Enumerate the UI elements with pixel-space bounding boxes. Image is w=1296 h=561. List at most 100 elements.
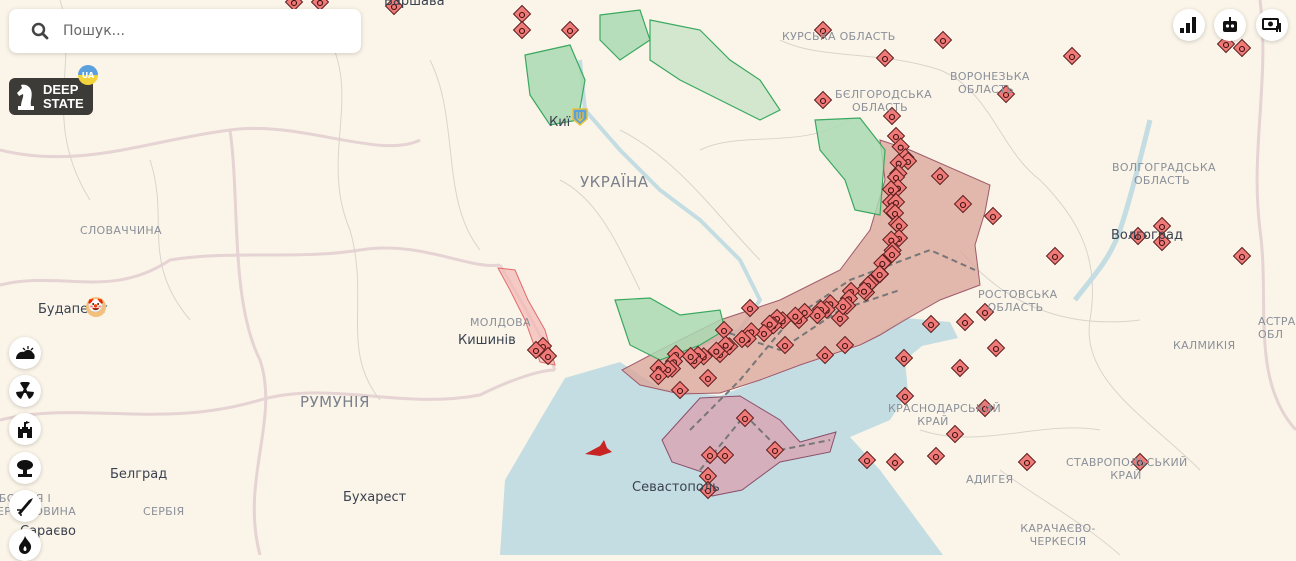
- search-bar[interactable]: [9, 9, 361, 53]
- strike-marker[interactable]: [950, 358, 970, 378]
- strike-marker[interactable]: [889, 153, 908, 172]
- fire-layer-button[interactable]: [9, 529, 41, 561]
- fortification-layer-button[interactable]: [9, 413, 41, 445]
- ua-language-badge[interactable]: UA: [78, 65, 98, 85]
- strike-marker[interactable]: [889, 216, 909, 235]
- strike-marker[interactable]: [698, 466, 718, 486]
- strike-marker[interactable]: [1130, 452, 1150, 472]
- bomb-icon: [900, 355, 908, 363]
- bomb-icon: [860, 288, 868, 295]
- strike-marker[interactable]: [384, 0, 404, 16]
- strike-marker[interactable]: [700, 445, 720, 465]
- strike-marker[interactable]: [1128, 226, 1148, 246]
- strike-marker[interactable]: [1152, 216, 1172, 236]
- bomb-icon: [1136, 459, 1144, 467]
- strike-marker[interactable]: [882, 230, 901, 249]
- strike-marker[interactable]: [560, 20, 580, 40]
- bomb-icon: [939, 37, 947, 45]
- statistics-button[interactable]: [1173, 9, 1205, 41]
- bomb-icon: [1068, 53, 1076, 61]
- strike-marker[interactable]: [808, 305, 827, 325]
- missile-layer-button[interactable]: [9, 490, 41, 522]
- strike-marker[interactable]: [310, 0, 330, 12]
- city-label: Киї: [549, 115, 571, 130]
- strike-marker[interactable]: [1017, 452, 1037, 472]
- strike-marker[interactable]: [1045, 246, 1065, 266]
- strike-marker[interactable]: [1152, 232, 1172, 252]
- strike-marker[interactable]: [996, 84, 1016, 104]
- strike-marker[interactable]: [813, 20, 833, 40]
- bomb-icon: [1238, 253, 1246, 261]
- strike-marker[interactable]: [698, 368, 718, 388]
- bomb-icon: [936, 173, 944, 181]
- strike-marker[interactable]: [698, 480, 718, 500]
- radiation-layer-button[interactable]: [9, 375, 41, 407]
- strike-marker[interactable]: [953, 194, 973, 214]
- strike-marker[interactable]: [857, 450, 877, 470]
- weather-layer-button[interactable]: [9, 337, 41, 369]
- strike-marker[interactable]: [714, 320, 734, 340]
- strike-marker[interactable]: [284, 0, 304, 12]
- region-label: РОСТОВСЬКА ОБЛАСТЬ: [978, 288, 1058, 314]
- region-label: ВОЛГОГРАДСЬКА ОБЛАСТЬ: [1112, 161, 1216, 187]
- strike-marker[interactable]: [945, 424, 965, 444]
- strike-marker[interactable]: [775, 335, 795, 355]
- bomb-icon: [290, 0, 298, 7]
- donate-button[interactable]: [1256, 9, 1288, 41]
- bomb-icon: [741, 415, 749, 423]
- strike-marker[interactable]: [882, 244, 902, 264]
- search-input[interactable]: [61, 22, 345, 40]
- strike-marker[interactable]: [975, 302, 995, 322]
- strike-marker[interactable]: [833, 296, 853, 316]
- strike-marker[interactable]: [740, 298, 760, 318]
- strike-marker[interactable]: [882, 106, 902, 126]
- bomb-icon: [792, 313, 799, 320]
- bomb-icon: [532, 347, 540, 355]
- strike-marker[interactable]: [735, 408, 755, 428]
- strike-marker[interactable]: [538, 346, 558, 366]
- strike-marker[interactable]: [526, 340, 546, 360]
- strike-marker[interactable]: [670, 380, 690, 400]
- strike-marker[interactable]: [813, 90, 833, 110]
- strike-marker[interactable]: [649, 366, 668, 386]
- search-icon: [31, 22, 49, 40]
- explosion-layer-button[interactable]: [9, 452, 41, 484]
- strike-marker[interactable]: [885, 452, 905, 472]
- strike-marker[interactable]: [707, 341, 726, 360]
- bot-button[interactable]: [1214, 9, 1246, 41]
- strike-marker[interactable]: [835, 335, 855, 355]
- strike-marker[interactable]: [870, 264, 889, 284]
- strike-marker[interactable]: [512, 20, 532, 40]
- strike-marker[interactable]: [854, 281, 874, 300]
- strike-marker[interactable]: [930, 166, 950, 186]
- strike-marker[interactable]: [875, 48, 895, 68]
- strike-marker[interactable]: [975, 398, 995, 418]
- bomb-icon: [961, 319, 969, 327]
- deepstate-logo[interactable]: DEEP STATE: [9, 78, 93, 115]
- strike-marker[interactable]: [715, 445, 735, 465]
- strike-marker[interactable]: [1062, 46, 1082, 66]
- strike-marker[interactable]: [681, 346, 700, 366]
- strike-marker[interactable]: [765, 440, 785, 460]
- strike-marker[interactable]: [1232, 38, 1252, 58]
- strike-marker[interactable]: [894, 348, 914, 368]
- strike-marker[interactable]: [1232, 246, 1252, 266]
- strike-marker[interactable]: [815, 345, 835, 365]
- bomb-icon: [1222, 41, 1230, 49]
- bomb-icon: [879, 260, 886, 268]
- strike-marker[interactable]: [926, 446, 946, 466]
- strike-marker[interactable]: [754, 323, 774, 343]
- strike-marker[interactable]: [955, 312, 975, 332]
- bomb-icon: [713, 348, 720, 355]
- bomb-icon: [390, 3, 398, 11]
- strike-marker[interactable]: [895, 386, 915, 406]
- bomb-icon: [836, 315, 844, 323]
- region-label: КРАСНОДАРСЬКИЙ КРАЙ: [888, 402, 1002, 428]
- strike-marker[interactable]: [512, 4, 532, 24]
- strike-marker[interactable]: [983, 206, 1003, 226]
- strike-marker[interactable]: [732, 329, 752, 349]
- strike-marker[interactable]: [986, 338, 1006, 358]
- strike-marker[interactable]: [933, 30, 953, 50]
- strike-marker[interactable]: [921, 314, 941, 334]
